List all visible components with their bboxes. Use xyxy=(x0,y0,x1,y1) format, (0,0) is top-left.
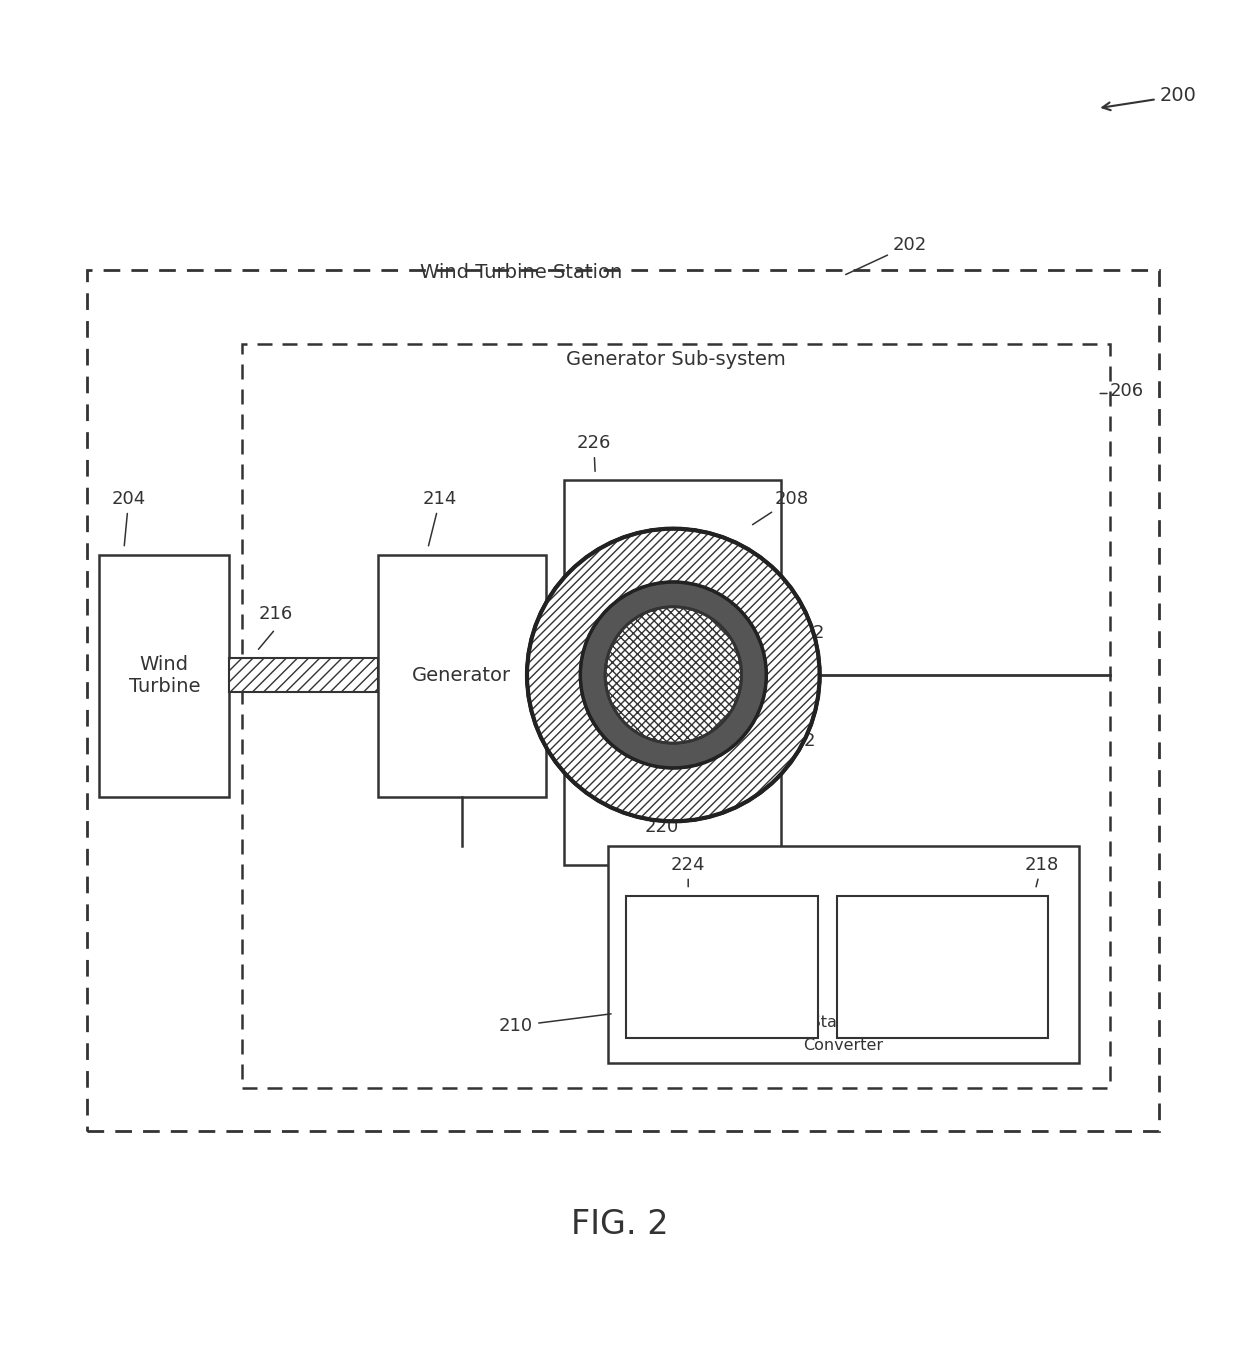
Bar xyxy=(229,658,378,693)
Bar xyxy=(378,554,546,796)
Text: 220: 220 xyxy=(645,815,680,837)
Text: 218: 218 xyxy=(1024,855,1059,886)
Text: 208: 208 xyxy=(753,490,810,525)
Text: 200: 200 xyxy=(1102,86,1197,110)
Text: 224: 224 xyxy=(671,855,706,886)
Text: 212: 212 xyxy=(791,624,826,642)
Text: Wind Turbine Station: Wind Turbine Station xyxy=(419,262,622,282)
Bar xyxy=(546,658,626,693)
Text: 222: 222 xyxy=(734,722,816,749)
Bar xyxy=(87,269,1159,1131)
Text: Line Side
Converter: Line Side Converter xyxy=(903,951,982,983)
Bar xyxy=(626,896,818,1038)
Circle shape xyxy=(527,529,820,822)
Text: Generator Sub-system: Generator Sub-system xyxy=(565,350,786,369)
Bar xyxy=(608,846,1079,1063)
Bar xyxy=(242,344,1110,1088)
Text: Wind Station Power: Wind Station Power xyxy=(765,1014,921,1030)
Circle shape xyxy=(527,529,820,822)
Bar xyxy=(837,896,1048,1038)
Text: Converter: Converter xyxy=(804,1038,883,1053)
Text: 204: 204 xyxy=(112,490,146,546)
Circle shape xyxy=(605,607,742,744)
Text: 202: 202 xyxy=(846,235,928,274)
Bar xyxy=(99,554,229,796)
Circle shape xyxy=(580,582,766,768)
Text: FIG. 2: FIG. 2 xyxy=(572,1208,668,1241)
Text: 216: 216 xyxy=(258,605,293,623)
Text: Rotor Side
Converter: Rotor Side Converter xyxy=(681,951,764,983)
Bar xyxy=(564,480,781,865)
Text: 214: 214 xyxy=(423,490,458,546)
Text: Wind
Turbine: Wind Turbine xyxy=(129,655,200,697)
Text: Generator: Generator xyxy=(413,666,511,685)
Text: 210: 210 xyxy=(498,1014,611,1034)
Text: 226: 226 xyxy=(577,434,611,471)
Text: 206: 206 xyxy=(1110,382,1145,399)
